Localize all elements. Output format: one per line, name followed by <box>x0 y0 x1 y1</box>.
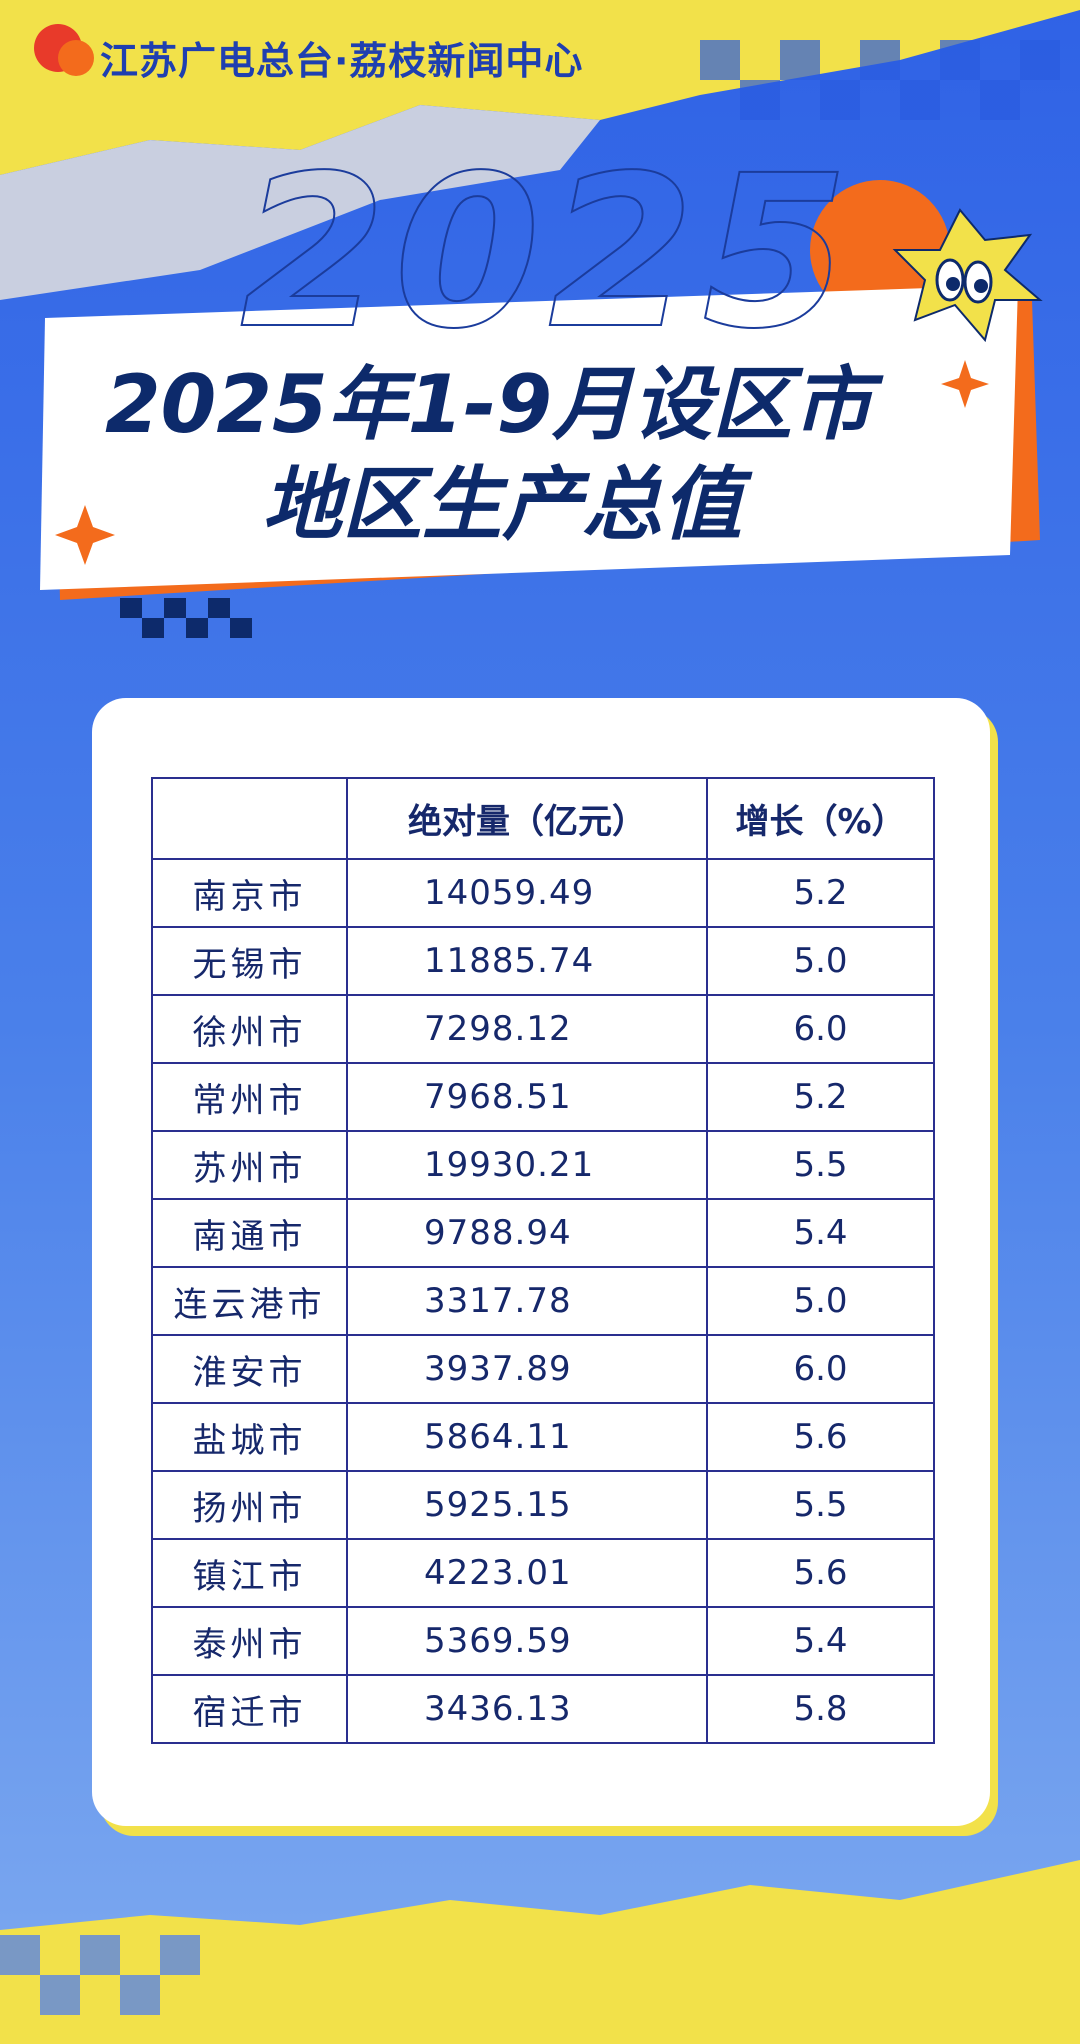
table-cell: 5.2 <box>706 1062 935 1132</box>
table-row: 南京市 14059.49 5.2 <box>151 858 935 928</box>
decoration-text: 2025 <box>239 129 857 376</box>
table-row: 南通市 9788.94 5.4 <box>151 1198 935 1268</box>
table-row: 常州市 7968.51 5.2 <box>151 1062 935 1132</box>
table-row: 盐城市 5864.11 5.6 <box>151 1402 935 1472</box>
table-cell: 徐州市 <box>151 994 348 1064</box>
table-cell: 连云港市 <box>151 1266 348 1336</box>
table-cell: 5.6 <box>706 1538 935 1608</box>
header-cell: 绝对量（亿元） <box>346 777 708 860</box>
table-cell: 5.5 <box>706 1470 935 1540</box>
table-cell: 3436.13 <box>346 1674 708 1744</box>
title: 2025年1-9月设区市 <box>105 358 873 451</box>
table-cell: 5.4 <box>706 1198 935 1268</box>
table-cell: 11885.74 <box>346 926 708 996</box>
table-cell: 4223.01 <box>346 1538 708 1608</box>
table-cell: 淮安市 <box>151 1334 348 1404</box>
table-row: 镇江市 4223.01 5.6 <box>151 1538 935 1608</box>
table-cell: 常州市 <box>151 1062 348 1132</box>
data-table: 绝对量（亿元） 增长（%） 南京市 14059.49 5.2 无锡市 11885.74 5.0… <box>151 777 935 1744</box>
table-cell: 盐城市 <box>151 1402 348 1472</box>
table-cell: 5.6 <box>706 1402 935 1472</box>
header-cell <box>151 777 348 860</box>
table-cell: 5.8 <box>706 1674 935 1744</box>
table-cell: 5864.11 <box>346 1402 708 1472</box>
table-row: 泰州市 5369.59 5.4 <box>151 1606 935 1676</box>
logo-text: 江苏广电总台·荔枝新闻中心 <box>100 39 584 83</box>
table-cell: 19930.21 <box>346 1130 708 1200</box>
table-row: 扬州市 5925.15 5.5 <box>151 1470 935 1540</box>
table-cell: 7968.51 <box>346 1062 708 1132</box>
table-cell: 镇江市 <box>151 1538 348 1608</box>
table-cell: 5.0 <box>706 1266 935 1336</box>
table-cell: 5.4 <box>706 1606 935 1676</box>
table-row: 宿迁市 3436.13 5.8 <box>151 1674 935 1744</box>
table-cell: 5.2 <box>706 858 935 928</box>
table-cell: 5369.59 <box>346 1606 708 1676</box>
table-cell: 3937.89 <box>346 1334 708 1404</box>
table-cell: 9788.94 <box>346 1198 708 1268</box>
table-cell: 无锡市 <box>151 926 348 996</box>
table-row: 苏州市 19930.21 5.5 <box>151 1130 935 1200</box>
table-row: 无锡市 11885.74 5.0 <box>151 926 935 996</box>
table-cell: 泰州市 <box>151 1606 348 1676</box>
table-row: 淮安市 3937.89 6.0 <box>151 1334 935 1404</box>
table-cell: 5.0 <box>706 926 935 996</box>
table-cell: 6.0 <box>706 994 935 1064</box>
table-row: 徐州市 7298.12 6.0 <box>151 994 935 1064</box>
table-row: 连云港市 3317.78 5.0 <box>151 1266 935 1336</box>
header-cell: 增长（%） <box>706 777 935 860</box>
table-cell: 南京市 <box>151 858 348 928</box>
table-cell: 5.5 <box>706 1130 935 1200</box>
table-cell: 7298.12 <box>346 994 708 1064</box>
table-cell: 宿迁市 <box>151 1674 348 1744</box>
table-cell: 南通市 <box>151 1198 348 1268</box>
table-cell: 5925.15 <box>346 1470 708 1540</box>
table-cell: 14059.49 <box>346 858 708 928</box>
table-cell: 扬州市 <box>151 1470 348 1540</box>
title: 地区生产总值 <box>262 458 742 551</box>
table-cell: 苏州市 <box>151 1130 348 1200</box>
table-cell: 3317.78 <box>346 1266 708 1336</box>
table-cell: 6.0 <box>706 1334 935 1404</box>
